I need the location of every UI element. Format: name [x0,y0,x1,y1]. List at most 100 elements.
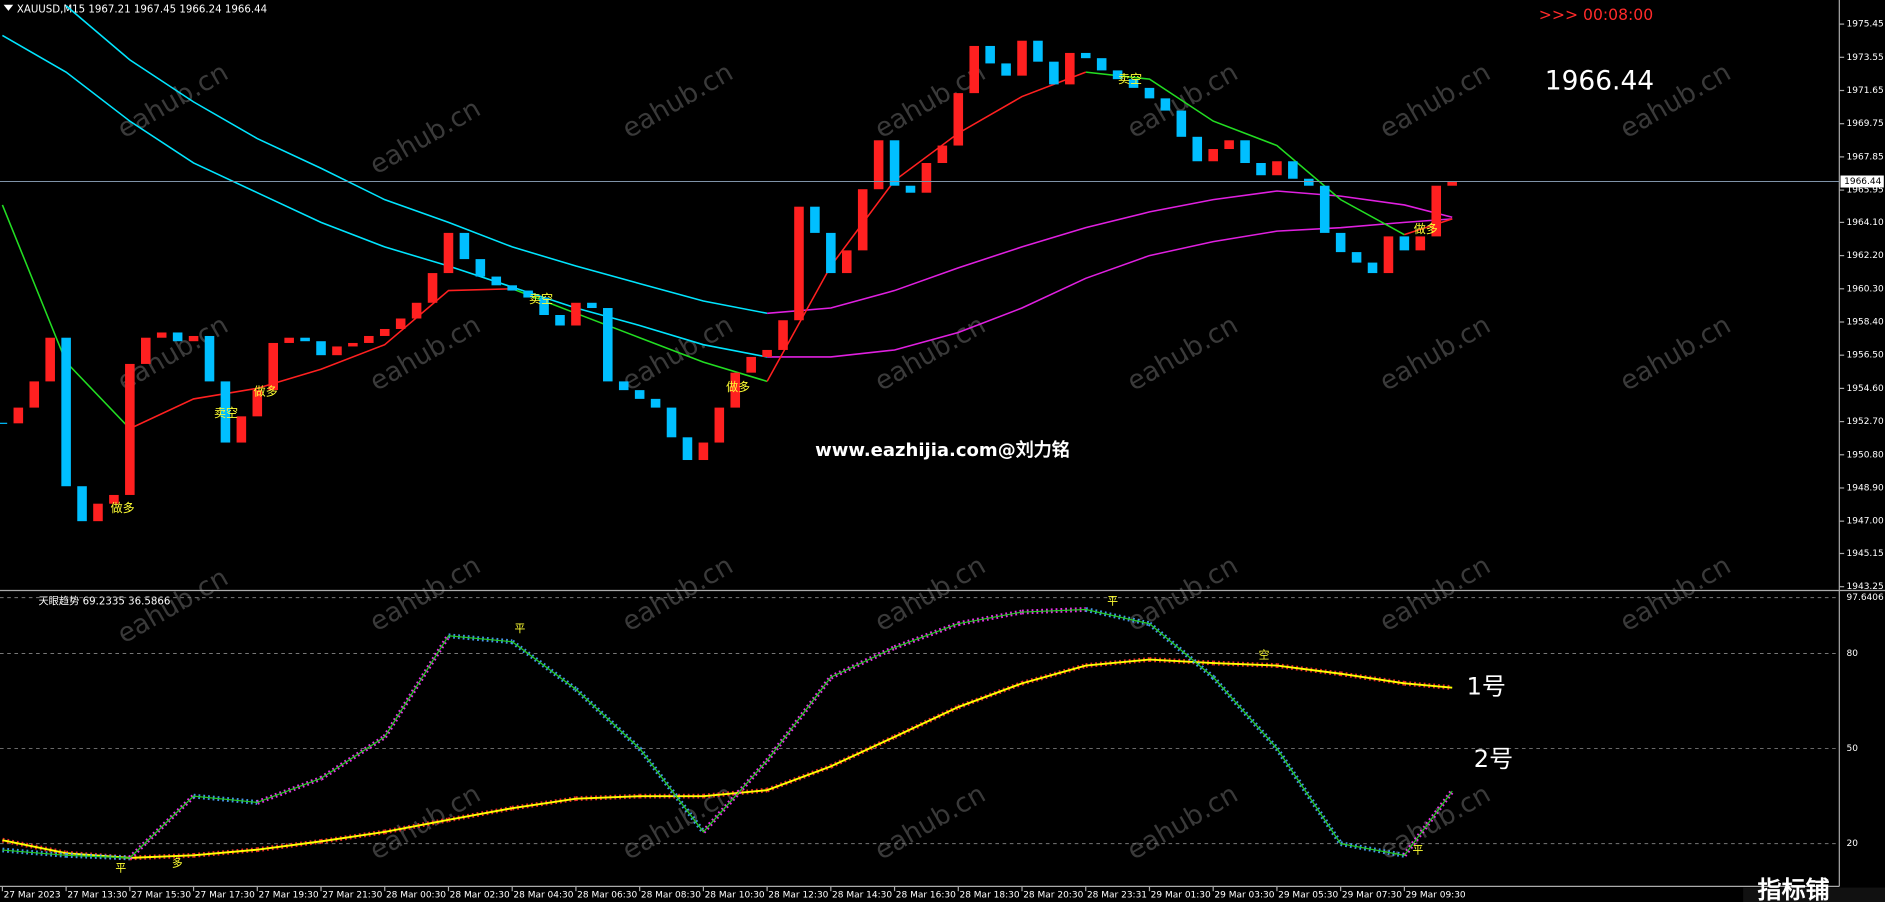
candle [443,232,454,274]
candle [778,320,788,350]
candle [1240,140,1250,164]
candle [45,337,55,382]
y-tick-label: 1965.95 [1847,186,1884,196]
x-tick-label: 28 Mar 12:30 [768,890,828,900]
line [2,658,1453,859]
caption: www.eazhijia.com@刘力铭 [815,439,1070,461]
candle [204,335,215,382]
candle [268,342,279,391]
y-tick-label: 50 [1847,744,1859,754]
candle [1096,58,1107,71]
candle [109,494,119,504]
candle [1065,52,1075,85]
candle [1128,79,1139,88]
signal-label: 做多 [254,384,278,399]
candle [1017,40,1027,76]
candle [666,407,677,438]
candle [841,250,852,274]
line [129,71,1453,430]
y-tick-label: 1943.25 [1847,582,1884,592]
candle [523,290,533,298]
candle [1256,163,1266,176]
x-tick-label: 27 Mar 21:30 [322,890,382,900]
candle [1001,63,1011,76]
candle [603,308,613,382]
candle [1272,161,1282,176]
x-tick-label: 27 Mar 15:30 [131,890,191,900]
y-tick-label: 1947.00 [1847,517,1884,527]
y-tick-label: 20 [1847,839,1859,849]
candle [730,372,741,408]
x-tick-label: 27 Mar 2023 [4,890,61,900]
y-tick-label: 1975.45 [1847,20,1884,30]
line [65,5,768,315]
candle [29,381,40,408]
candle [188,335,199,342]
candle [1367,262,1378,274]
candle [714,407,725,443]
candle [348,342,358,347]
candle [1080,52,1091,59]
x-tick-label: 27 Mar 19:30 [258,890,318,900]
y-tick-label: 1971.65 [1847,86,1884,96]
candle [77,486,87,522]
candle [634,390,645,399]
y-tick-label: 1954.60 [1847,384,1884,394]
signal-label: 做多 [1414,221,1438,236]
candle [172,332,183,342]
signal-label: 卖空 [214,406,238,420]
y-tick-label: 1948.90 [1847,483,1884,493]
candle [427,273,438,303]
signal-label: 做多 [726,379,750,394]
candle [539,297,549,316]
candle [905,185,916,193]
last-price-label: 1966.44 [1844,177,1881,187]
candle [156,332,167,338]
candle [395,318,406,329]
title-arrow [3,4,14,11]
y-tick-label: 1960.30 [1847,284,1884,294]
series-label: 1号 [1467,673,1506,701]
candle [937,145,948,164]
logo: 指标铺 [1758,876,1830,902]
candle [698,442,709,461]
x-tick-label: 28 Mar 14:30 [832,890,892,900]
candle [284,337,294,343]
signal-label: 平 [1413,843,1424,856]
candle [889,140,900,186]
candle [1399,236,1410,251]
candle [1033,40,1043,62]
candle [459,232,470,260]
candle [1351,252,1362,263]
y-tick-label: 1967.85 [1847,152,1884,162]
y-tick-label: 1956.50 [1847,351,1884,361]
y-tick-label: 1950.80 [1847,450,1884,460]
x-tick-label: 28 Mar 10:30 [705,890,765,900]
x-tick-label: 28 Mar 18:30 [959,890,1019,900]
y-tick-label: 1958.40 [1847,317,1884,327]
candle [1431,185,1442,237]
candle [1160,98,1171,111]
y-tick-label: 1969.75 [1847,119,1884,129]
candle [220,381,231,443]
x-tick-label: 28 Mar 16:30 [896,890,956,900]
y-tick-label: 97.6406 [1847,593,1884,603]
candle [1304,178,1314,186]
candle [364,335,374,343]
candle [1144,87,1155,99]
y-tick-label: 80 [1847,649,1859,659]
signal-label: 平 [115,861,126,874]
candle [252,390,263,417]
x-tick-label: 29 Mar 03:30 [1214,890,1274,900]
x-tick-label: 28 Mar 00:30 [386,890,446,900]
x-tick-label: 28 Mar 04:30 [513,890,573,900]
candle [682,437,693,461]
candle [0,422,8,424]
candle [587,302,597,309]
y-tick-label: 1945.15 [1847,549,1884,559]
logo-box [1743,887,1885,902]
price-title: XAUUSD,M15 1967.21 1967.45 1966.24 1966.… [17,5,267,16]
x-tick-label: 29 Mar 07:30 [1342,890,1402,900]
signal-label: 平 [515,622,526,635]
